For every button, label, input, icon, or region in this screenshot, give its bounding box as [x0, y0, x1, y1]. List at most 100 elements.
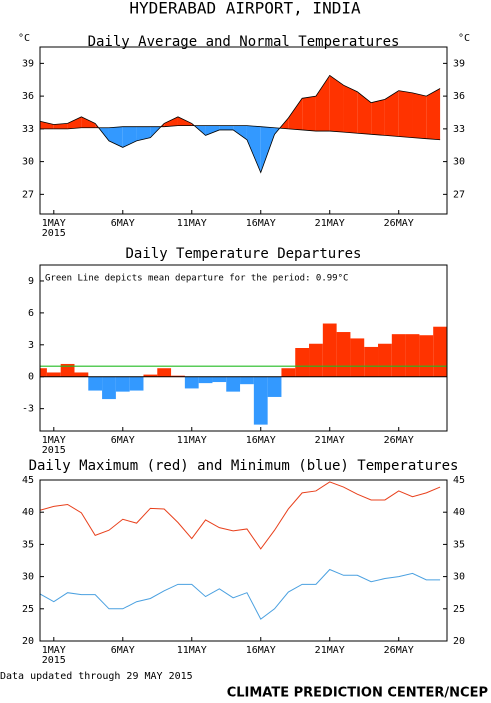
bar [115, 376, 130, 392]
x-tick-label: 26MAY [384, 435, 414, 446]
y-tick-label: 27 [453, 189, 465, 200]
x-tick-label: 16MAY [246, 218, 276, 229]
annotation: Green Line depicts mean departure for th… [45, 274, 348, 284]
y-tick-label: -3 [22, 404, 34, 415]
bar [405, 334, 420, 377]
departure-fill [329, 75, 344, 133]
y-unit: °C [458, 33, 470, 44]
departure-fill [81, 116, 96, 128]
bar [102, 376, 116, 400]
x-tick-label: 6MAY [111, 218, 135, 229]
bar [226, 376, 241, 392]
bar [74, 372, 89, 377]
chart-title: Daily Temperature Departures [125, 246, 361, 262]
y-tick-label: 30 [453, 157, 465, 168]
y-tick-label: 30 [22, 572, 34, 583]
bar [281, 368, 296, 377]
bar [419, 335, 434, 377]
series-line [39, 74, 441, 174]
page-title: HYDERABAD AIRPORT, INDIA [129, 0, 361, 18]
bar [240, 376, 254, 385]
y-tick-label: 20 [22, 636, 34, 647]
y-tick-label: 3 [28, 340, 34, 351]
x-tick-label: 11MAY [177, 218, 207, 229]
y-tick-label: 30 [453, 572, 465, 583]
bar [295, 348, 310, 377]
bar [129, 376, 144, 391]
y-tick-label: 40 [453, 507, 465, 518]
departure-fill [233, 125, 247, 140]
departure-fill [357, 91, 372, 135]
bar [60, 363, 75, 377]
x-tick-label: 16MAY [246, 645, 276, 656]
y-tick-label: 45 [22, 475, 34, 486]
x-year-label: 2015 [42, 655, 66, 666]
plot-frame [39, 46, 448, 215]
departure-fill [398, 90, 413, 138]
y-tick-label: 40 [22, 507, 34, 518]
plot-frame [39, 264, 448, 432]
y-tick-label: 30 [22, 157, 34, 168]
x-tick-label: 26MAY [384, 645, 414, 656]
departure-fill [177, 116, 192, 126]
departure-fill [136, 126, 151, 141]
departure-fill [246, 125, 261, 173]
bar [267, 376, 282, 397]
x-year-label: 2015 [42, 228, 66, 239]
y-tick-label: 35 [453, 539, 465, 550]
departure-fill [343, 85, 358, 134]
bar [46, 372, 61, 377]
bar [391, 334, 406, 377]
chart-title: Daily Maximum (red) and Minimum (blue) T… [29, 458, 459, 474]
x-year-label: 2015 [42, 445, 66, 456]
y-tick-label: 0 [28, 372, 34, 383]
y-tick-label: 33 [22, 124, 34, 135]
x-tick-label: 11MAY [177, 435, 207, 446]
x-tick-label: 21MAY [315, 645, 345, 656]
x-tick-label: 26MAY [384, 218, 414, 229]
bar [212, 376, 227, 383]
x-tick-label: 6MAY [111, 435, 135, 446]
y-tick-label: 25 [453, 604, 465, 615]
departure-fill [384, 90, 399, 137]
bar [171, 375, 185, 377]
x-tick-label: 1MAY [42, 645, 66, 656]
footer-note: Data updated through 29 MAY 2015 [0, 671, 193, 682]
bar [322, 323, 337, 377]
bar [350, 338, 365, 377]
y-unit: °C [18, 33, 30, 44]
y-tick-label: 36 [453, 91, 465, 102]
y-tick-label: 39 [22, 58, 34, 69]
departure-fill [288, 98, 303, 130]
y-tick-label: 35 [22, 539, 34, 550]
departure-fill [412, 92, 427, 139]
y-tick-label: 6 [28, 308, 34, 319]
y-tick-label: 39 [453, 58, 465, 69]
y-tick-label: 9 [28, 276, 34, 287]
y-tick-label: 33 [453, 124, 465, 135]
bar [364, 346, 379, 377]
chart-title: Daily Average and Normal Temperatures [88, 34, 400, 50]
series-line [39, 481, 441, 550]
bar [198, 376, 213, 384]
series-line [39, 568, 441, 620]
y-tick-label: 45 [453, 475, 465, 486]
departure-fill [67, 116, 82, 129]
y-tick-label: 25 [22, 604, 34, 615]
bar [336, 332, 351, 377]
bar [253, 376, 268, 425]
footer-credit: CLIMATE PREDICTION CENTER/NCEP [227, 686, 488, 701]
departure-fill [260, 126, 275, 173]
y-tick-label: 20 [453, 636, 465, 647]
departure-fill [205, 125, 220, 136]
departure-fill [40, 121, 54, 129]
x-tick-label: 21MAY [315, 218, 345, 229]
series-line [40, 125, 441, 141]
departure-fill [53, 123, 68, 129]
x-tick-label: 21MAY [315, 435, 345, 446]
x-tick-label: 1MAY [42, 218, 66, 229]
bar [157, 368, 172, 377]
y-tick-label: 27 [22, 189, 34, 200]
departure-fill [164, 116, 178, 127]
